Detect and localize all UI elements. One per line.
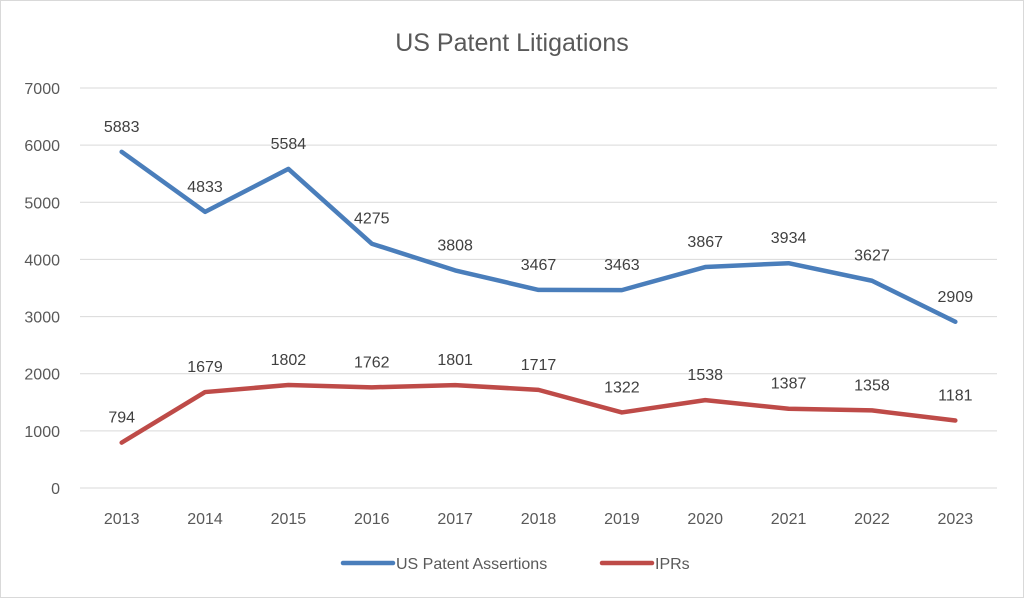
x-tick-label: 2013 [104,511,140,528]
data-label: 3808 [437,237,473,254]
data-label: 794 [108,410,135,427]
y-tick-label: 6000 [24,138,60,155]
x-tick-label: 2020 [687,511,723,528]
data-label: 3627 [854,248,890,265]
x-tick-label: 2021 [771,511,807,528]
data-label: 3467 [521,257,557,274]
data-label: 4275 [354,211,390,228]
y-tick-label: 0 [51,481,60,498]
data-label: 1679 [187,359,223,376]
data-label: 1802 [271,352,307,369]
data-label: 1762 [354,354,390,371]
data-label: 5584 [271,136,307,153]
x-tick-label: 2017 [437,511,473,528]
data-label: 1538 [687,367,723,384]
legend-label: IPRs [655,556,690,573]
data-label: 1387 [771,376,807,393]
y-tick-label: 4000 [24,252,60,269]
data-label: 1801 [437,352,473,369]
y-tick-label: 5000 [24,195,60,212]
data-label: 4833 [187,179,223,196]
chart-title: US Patent Litigations [395,29,628,57]
x-tick-label: 2014 [187,511,223,528]
data-label: 3934 [771,230,807,247]
data-label: 1358 [854,377,890,394]
data-label: 1717 [521,357,557,374]
x-tick-label: 2016 [354,511,390,528]
data-label: 5883 [104,119,140,136]
x-tick-label: 2018 [521,511,557,528]
x-tick-label: 2015 [271,511,307,528]
data-label: 3867 [687,234,723,251]
x-tick-label: 2022 [854,511,890,528]
x-tick-label: 2019 [604,511,640,528]
y-tick-label: 2000 [24,367,60,384]
data-label: 2909 [938,289,974,306]
legend-label: US Patent Assertions [396,556,547,573]
data-label: 3463 [604,257,640,274]
y-tick-label: 7000 [24,81,60,98]
y-tick-label: 1000 [24,424,60,441]
y-tick-label: 3000 [24,310,60,327]
data-label: 1181 [938,388,973,405]
data-label: 1322 [604,379,640,396]
x-tick-label: 2023 [938,511,974,528]
